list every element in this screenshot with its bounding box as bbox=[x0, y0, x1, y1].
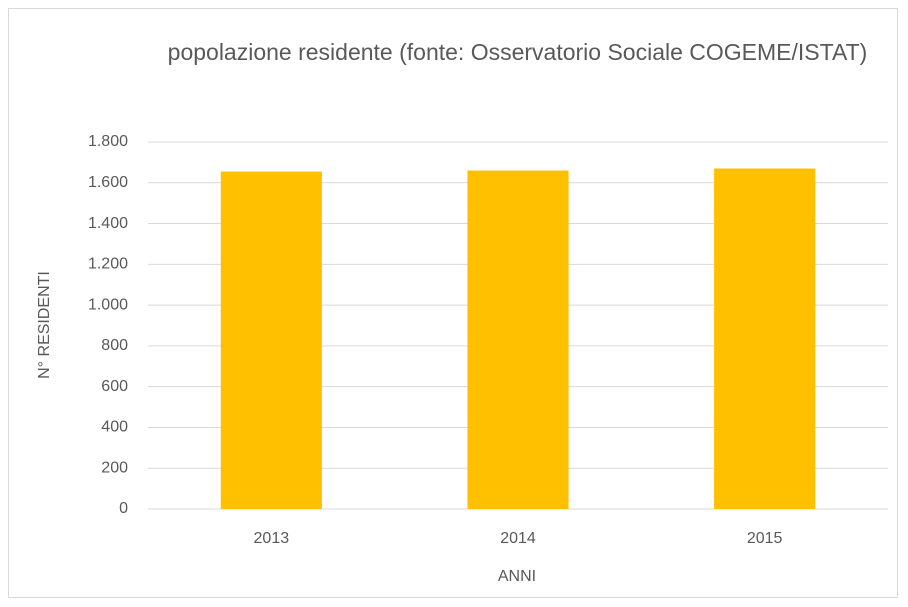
x-tick-label: 2015 bbox=[747, 530, 783, 547]
bar bbox=[220, 171, 322, 509]
y-axis-label: N° RESIDENTI bbox=[36, 271, 53, 379]
y-tick-label: 800 bbox=[101, 337, 128, 354]
y-tick-label: 600 bbox=[101, 378, 128, 395]
y-tick-label: 1.000 bbox=[88, 296, 128, 313]
y-tick-label: 1.600 bbox=[88, 174, 128, 191]
y-tick-label: 1.200 bbox=[88, 256, 128, 273]
y-tick-label: 0 bbox=[119, 500, 128, 517]
y-tick-label: 1.800 bbox=[88, 133, 128, 150]
y-tick-label: 200 bbox=[101, 459, 128, 476]
bar bbox=[714, 168, 816, 509]
x-tick-label: 2013 bbox=[254, 530, 290, 547]
chart-title: popolazione residente (fonte: Osservator… bbox=[167, 39, 868, 65]
x-tick-label: 2014 bbox=[500, 530, 536, 547]
chart-border bbox=[8, 8, 898, 598]
bar bbox=[467, 170, 569, 510]
y-tick-label: 1.400 bbox=[88, 215, 128, 232]
x-axis-label: ANNI bbox=[498, 568, 536, 585]
y-tick-label: 400 bbox=[101, 419, 128, 436]
